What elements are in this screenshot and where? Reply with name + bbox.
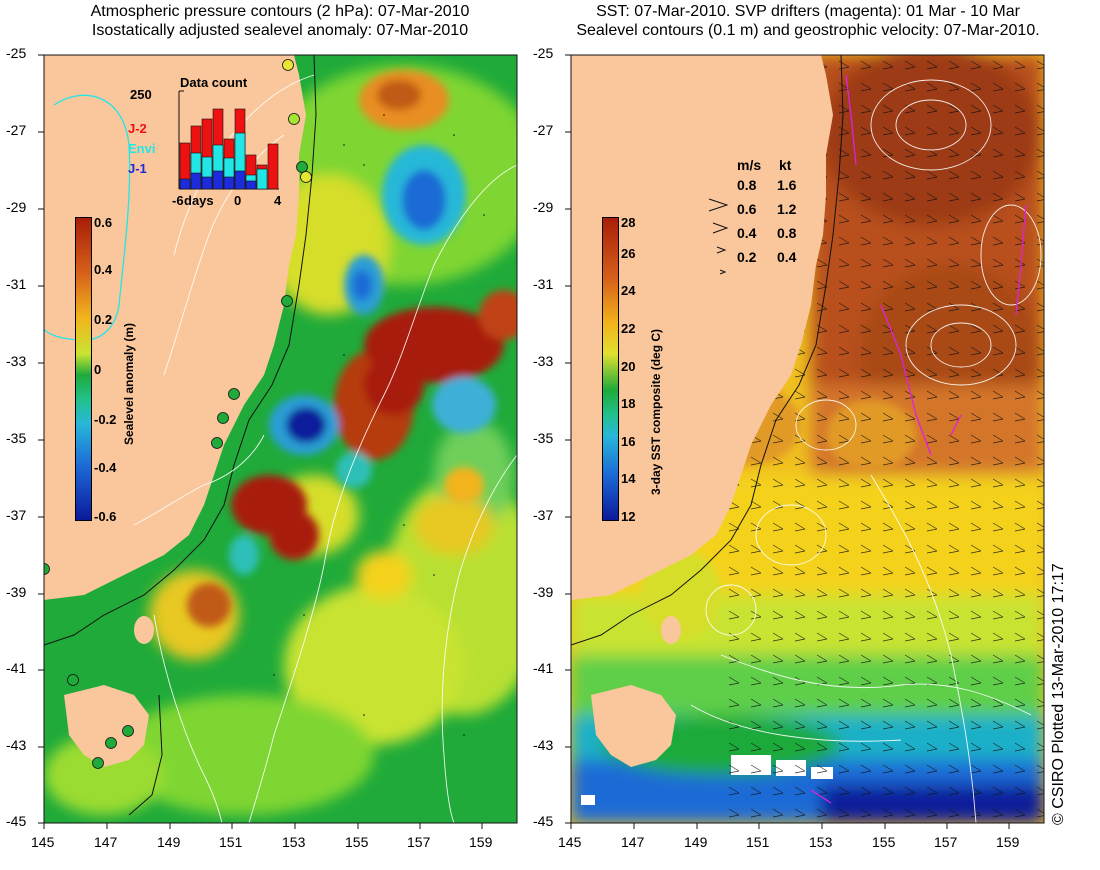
lon-tick-label: 147 <box>94 834 118 850</box>
velocity-legend-ms: 0.8 <box>737 177 757 193</box>
lat-tick-label: -45 <box>533 813 554 829</box>
velocity-legend-kt: 0.4 <box>777 249 797 265</box>
sst-colorbar-tick: 28 <box>621 215 636 230</box>
lat-tick-label: -35 <box>533 430 554 446</box>
data-count-xtick: days <box>184 193 214 208</box>
velocity-legend-kt: 1.6 <box>777 177 797 193</box>
lat-tick-label: -37 <box>6 507 27 523</box>
lon-tick-label: 159 <box>996 834 1020 850</box>
data-count-inset: Data count 250 J-2 Envi J-1 <box>124 73 294 233</box>
lon-tick-label: 155 <box>872 834 896 850</box>
lat-tick-label: -35 <box>6 430 27 446</box>
sst-colorbar <box>602 217 619 521</box>
sealevel-colorbar-tick: -0.2 <box>94 412 117 427</box>
sealevel-colorbar-tick: -0.4 <box>94 460 117 475</box>
sealevel-anomaly-map[interactable]: Sealevel anomaly (m) 0.6 0.4 0.2 0 -0.2 … <box>44 55 517 823</box>
sealevel-colorbar-tick: 0.2 <box>94 312 113 327</box>
sealevel-colorbar-tick: 0 <box>94 362 102 377</box>
velocity-legend: m/s kt 0.8 1.6 0.6 1.2 0.4 0.8 0.2 0.4 <box>707 155 837 275</box>
lon-tick-label: 157 <box>407 834 431 850</box>
lat-tick-label: -41 <box>533 660 554 676</box>
sst-colorbar-tick: 24 <box>621 283 636 298</box>
lon-tick-label: 149 <box>157 834 181 850</box>
sealevel-colorbar-label: Sealevel anomaly (m) <box>122 322 136 445</box>
data-count-xtick: -6 <box>172 193 184 208</box>
lat-tick-label: -25 <box>6 45 27 61</box>
sst-colorbar-tick: 14 <box>621 471 636 486</box>
lon-tick-label: 145 <box>31 834 55 850</box>
lat-tick-label: -33 <box>6 353 27 369</box>
sst-colorbar-label: 3-day SST composite (deg C) <box>649 328 663 495</box>
velocity-legend-ms: 0.2 <box>737 249 757 265</box>
sst-colorbar-tick: 18 <box>621 396 636 411</box>
velocity-legend-header-ms: m/s <box>737 157 762 173</box>
lat-tick-label: -27 <box>533 122 554 138</box>
velocity-legend-arrows <box>708 198 729 275</box>
lon-tick-label: 145 <box>558 834 582 850</box>
lat-tick-label: -33 <box>533 353 554 369</box>
credit-text: © CSIRO Plotted 13-Mar-2010 17:17 <box>1050 563 1067 825</box>
sst-colorbar-tick: 26 <box>621 246 636 261</box>
lat-tick-label: -43 <box>6 737 27 753</box>
sst-colorbar-tick: 20 <box>621 359 636 374</box>
left-title: Atmospheric pressure contours (2 hPa): 0… <box>30 2 530 40</box>
lat-tick-label: -43 <box>533 737 554 753</box>
lat-tick-label: -31 <box>533 276 554 292</box>
velocity-legend-header-kt: kt <box>779 157 792 173</box>
sealevel-colorbar <box>75 217 92 521</box>
lon-tick-label: 147 <box>621 834 645 850</box>
right-title-line2: Sealevel contours (0.1 m) and geostrophi… <box>576 22 1040 39</box>
lon-tick-label: 155 <box>345 834 369 850</box>
sst-map[interactable]: 3-day SST composite (deg C) 28 26 24 22 … <box>571 55 1044 823</box>
right-title: SST: 07-Mar-2010. SVP drifters (magenta)… <box>528 2 1088 40</box>
lat-tick-label: -45 <box>6 813 27 829</box>
data-count-xtick: 4 <box>274 193 282 208</box>
lat-tick-label: -39 <box>6 584 27 600</box>
lon-tick-label: 151 <box>746 834 770 850</box>
lon-tick-label: 149 <box>684 834 708 850</box>
sst-colorbar-tick: 12 <box>621 509 636 524</box>
data-count-xtick: 0 <box>234 193 242 208</box>
velocity-legend-ms: 0.6 <box>737 201 757 217</box>
lon-tick-label: 151 <box>219 834 243 850</box>
lat-tick-label: -41 <box>6 660 27 676</box>
lat-tick-label: -29 <box>533 199 554 215</box>
lat-tick-label: -29 <box>6 199 27 215</box>
velocity-legend-ms: 0.4 <box>737 225 757 241</box>
lat-tick-label: -25 <box>533 45 554 61</box>
lon-tick-label: 159 <box>469 834 493 850</box>
velocity-legend-kt: 0.8 <box>777 225 797 241</box>
velocity-legend-kt: 1.2 <box>777 201 797 217</box>
lat-tick-label: -37 <box>533 507 554 523</box>
lon-tick-label: 153 <box>282 834 306 850</box>
left-title-line2: Isostatically adjusted sealevel anomaly:… <box>91 22 469 39</box>
lat-tick-label: -27 <box>6 122 27 138</box>
right-title-line1: SST: 07-Mar-2010. SVP drifters (magenta)… <box>596 3 1020 20</box>
data-count-histogram <box>178 90 279 190</box>
sealevel-colorbar-tick: 0.6 <box>94 215 113 230</box>
lat-tick-label: -31 <box>6 276 27 292</box>
sst-colorbar-tick: 22 <box>621 321 636 336</box>
sealevel-colorbar-tick: -0.6 <box>94 509 117 524</box>
lat-tick-label: -39 <box>533 584 554 600</box>
lon-tick-label: 157 <box>934 834 958 850</box>
sealevel-colorbar-tick: 0.4 <box>94 262 113 277</box>
lon-tick-label: 153 <box>809 834 833 850</box>
sst-colorbar-tick: 16 <box>621 434 636 449</box>
left-title-line1: Atmospheric pressure contours (2 hPa): 0… <box>90 3 470 20</box>
